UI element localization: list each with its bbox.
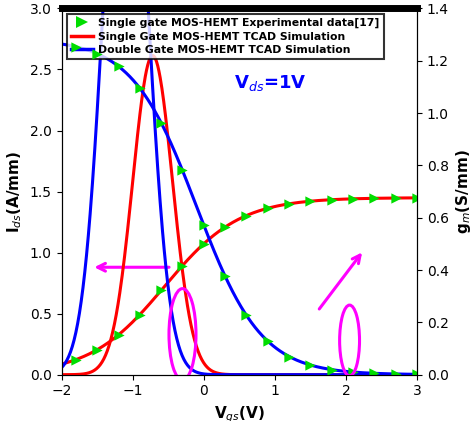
Point	[371, 370, 378, 377]
Point	[392, 370, 400, 377]
Point	[328, 196, 336, 203]
Point	[328, 366, 336, 373]
Point	[200, 240, 208, 247]
Point	[392, 195, 400, 201]
Point	[72, 356, 80, 363]
Point	[307, 362, 314, 368]
Point	[307, 198, 314, 205]
Point	[200, 222, 208, 229]
Point	[349, 369, 357, 376]
Point	[285, 200, 293, 207]
Point	[264, 205, 272, 212]
Point	[371, 195, 378, 202]
Point	[157, 120, 165, 126]
Point	[243, 312, 250, 319]
Point	[221, 273, 229, 280]
Point	[285, 353, 293, 360]
Point	[136, 85, 144, 92]
Legend: Single gate MOS-HEMT Experimental data[17], Single Gate MOS-HEMT TCAD Simulation: Single gate MOS-HEMT Experimental data[1…	[67, 14, 384, 59]
Point	[93, 51, 101, 57]
Point	[93, 346, 101, 353]
Point	[179, 262, 186, 269]
Point	[243, 212, 250, 219]
Point	[136, 311, 144, 318]
Point	[349, 195, 357, 202]
Y-axis label: I$_{ds}$(A/mm): I$_{ds}$(A/mm)	[6, 150, 24, 233]
Point	[221, 224, 229, 230]
Y-axis label: g$_m$(S/mm): g$_m$(S/mm)	[455, 149, 474, 234]
Point	[413, 195, 421, 201]
Point	[413, 371, 421, 378]
Point	[179, 167, 186, 174]
Point	[157, 287, 165, 294]
Point	[72, 43, 80, 50]
Point	[115, 63, 122, 70]
Point	[115, 331, 122, 338]
Text: V$_{ds}$=1V: V$_{ds}$=1V	[234, 73, 306, 93]
Point	[264, 338, 272, 344]
X-axis label: V$_{gs}$(V): V$_{gs}$(V)	[214, 404, 265, 421]
